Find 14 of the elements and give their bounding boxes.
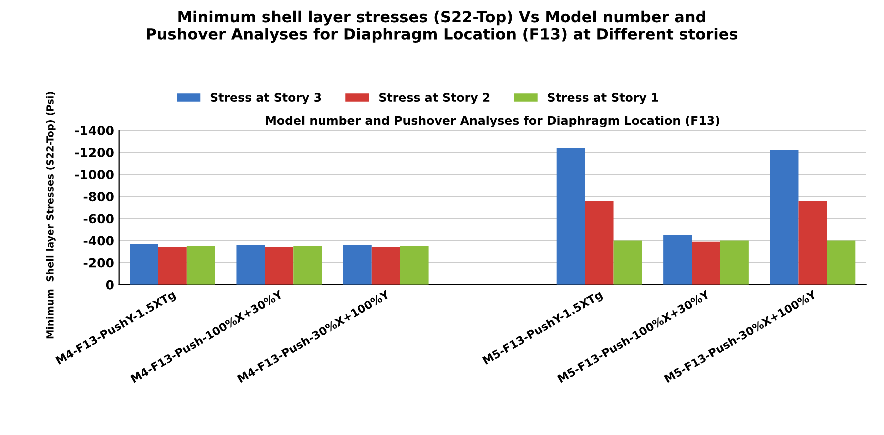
y-tick-label: -1000 [75, 170, 114, 180]
legend-label: Stress at Story 2 [380, 93, 490, 104]
legend-label: Stress at Story 1 [548, 93, 658, 104]
y-axis-title: Minimum Shell layer Stresses (S22-Top) (Psi) [46, 92, 56, 339]
chart-title: Minimum shell layer stresses (S22-Top) Vs Model number and Pushover Analyses for Diaphragm Location (F13) at Different stories [147, 10, 738, 44]
y-tick-label: -1400 [75, 126, 114, 136]
y-tick-label: -200 [84, 258, 114, 268]
y-tick-label: -800 [84, 192, 114, 202]
y-tick-label: -600 [84, 214, 114, 224]
x-axis-title: Model number and Pushover Analyses for Diaphragm Location (F13) [266, 116, 720, 128]
legend-label: Stress at Story 3 [210, 93, 322, 104]
y-tick-label: -400 [84, 236, 114, 246]
y-tick-label: 0 [106, 280, 114, 290]
y-tick-label: -1200 [75, 148, 114, 158]
